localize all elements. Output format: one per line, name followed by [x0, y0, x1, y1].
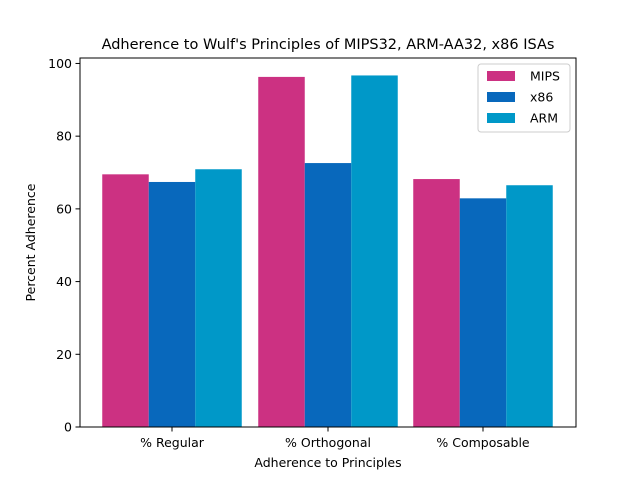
y-tick-label: 20	[56, 347, 72, 362]
chart-title: Adherence to Wulf's Principles of MIPS32…	[102, 37, 555, 53]
legend-label-arm: ARM	[530, 111, 558, 126]
legend-label-x86: x86	[530, 90, 553, 105]
x-tick-label: % Composable	[436, 435, 530, 450]
y-tick-label: 80	[56, 129, 72, 144]
legend-swatch-arm	[487, 113, 515, 123]
y-tick-label: 0	[64, 420, 72, 435]
bar-mips-2	[413, 179, 460, 427]
bar-arm-2	[506, 185, 553, 427]
y-axis-label: Percent Adherence	[23, 183, 38, 301]
legend-swatch-mips	[487, 71, 515, 81]
bar-x86-2	[459, 198, 507, 427]
bar-arm-0	[195, 169, 242, 427]
bar-x86-0	[148, 181, 196, 427]
y-tick-label: 60	[56, 201, 72, 216]
legend-label-mips: MIPS	[530, 69, 560, 84]
bar-mips-0	[102, 174, 149, 427]
bar-arm-1	[351, 75, 398, 427]
bar-mips-1	[258, 76, 305, 428]
y-tick-label: 100	[48, 56, 72, 71]
legend: MIPS x86 ARM	[477, 63, 571, 133]
x-axis-label: Adherence to Principles	[254, 455, 401, 470]
x-axis-ticks: % Regular % Orthogonal % Composable	[140, 427, 530, 450]
bar-x86-1	[304, 163, 352, 427]
y-tick-label: 40	[56, 274, 72, 289]
plot-frame	[79, 57, 577, 428]
x-tick-label: % Orthogonal	[285, 435, 371, 450]
x-tick-label: % Regular	[140, 435, 205, 450]
bars-group	[102, 75, 553, 428]
y-axis-ticks: 0 20 40 60 80 100	[48, 56, 80, 435]
legend-swatch-x86	[487, 92, 515, 102]
